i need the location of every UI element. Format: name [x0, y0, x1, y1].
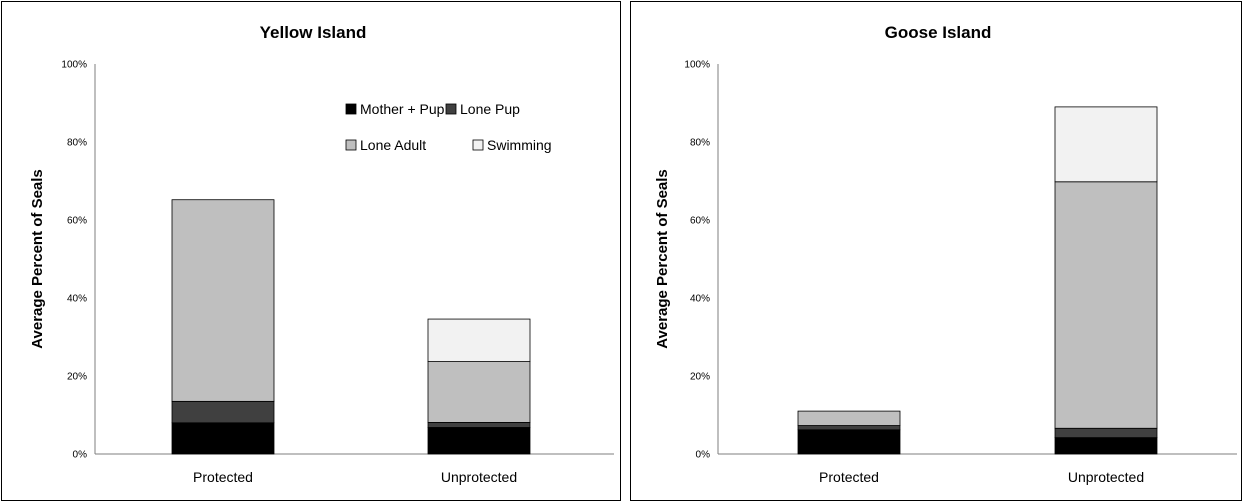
bar-segment-mother-pup	[427, 427, 531, 455]
legend-swatch	[445, 103, 457, 115]
legend-entry: Mother + Pup	[360, 101, 445, 117]
chart-svg-goose-island: Goose Island Average Percent of Seals 0% 20…	[654, 23, 1237, 485]
bar-segment-lone-pup	[171, 400, 275, 424]
y-axis-label: Average Percent of Seals	[654, 169, 671, 349]
legend-entry: Lone Adult	[360, 137, 426, 153]
x-tick-label: Unprotected	[1068, 469, 1144, 485]
bar-segment-lone-pup	[427, 422, 531, 428]
y-tick-label: 100%	[61, 60, 87, 71]
chart-panel-goose-island: Goose Island Average Percent of Seals 0% 20…	[630, 1, 1242, 501]
chart-title: Goose Island	[885, 23, 992, 42]
bar-segment-mother-pup	[171, 422, 275, 455]
bar-segment-lone-pup	[797, 425, 901, 431]
chart-svg-yellow-island: Yellow Island Average Percent of Seals 0% 2…	[29, 23, 614, 485]
legend-swatch	[472, 139, 484, 151]
legend-entry: Lone Pup	[460, 101, 520, 117]
y-tick-label: 60%	[67, 216, 87, 227]
bar-segment-lone-adult	[797, 410, 901, 426]
y-tick-label: 80%	[690, 138, 710, 149]
x-tick-label: Unprotected	[441, 469, 517, 485]
bar-segment-lone-pup	[1054, 427, 1158, 439]
bar-segment-lone-adult	[1054, 181, 1158, 429]
bar-segment-lone-adult	[171, 199, 275, 402]
bar-segment-swimming	[1054, 106, 1158, 183]
legend-swatch	[345, 139, 357, 151]
bar-segment-mother-pup	[797, 429, 901, 455]
y-axis-label: Average Percent of Seals	[29, 169, 46, 349]
y-tick-label: 40%	[690, 294, 710, 305]
legend-entry: Swimming	[487, 137, 552, 153]
y-tick-label: 0%	[696, 450, 711, 461]
bar-segment-swimming	[427, 318, 531, 362]
chart-title: Yellow Island	[260, 23, 367, 42]
y-tick-label: 60%	[690, 216, 710, 227]
chart-panel-yellow-island: Yellow Island Average Percent of Seals 0% 2…	[1, 1, 621, 501]
y-tick-label: 20%	[690, 372, 710, 383]
y-tick-label: 40%	[67, 294, 87, 305]
y-tick-label: 100%	[684, 60, 710, 71]
y-tick-label: 80%	[67, 138, 87, 149]
bar-segment-lone-adult	[427, 361, 531, 423]
x-tick-label: Protected	[819, 469, 879, 485]
y-tick-label: 0%	[73, 450, 88, 461]
legend-swatch	[345, 103, 357, 115]
y-tick-label: 20%	[67, 372, 87, 383]
bar-segment-mother-pup	[1054, 437, 1158, 455]
x-tick-label: Protected	[193, 469, 253, 485]
